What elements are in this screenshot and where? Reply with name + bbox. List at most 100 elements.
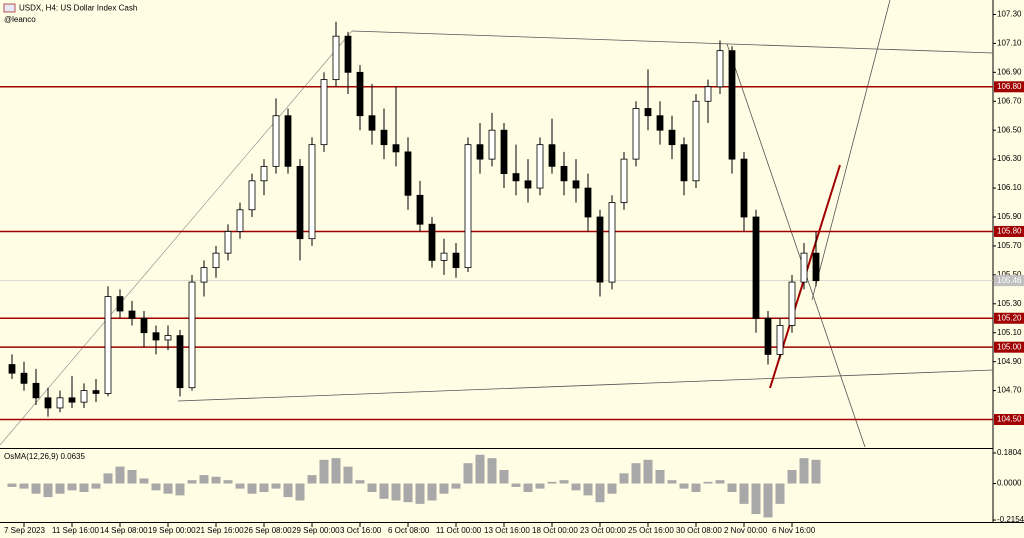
- candle-body: [188, 281, 196, 389]
- candle-body: [92, 390, 100, 394]
- histogram-bar: [499, 469, 509, 484]
- histogram-bar: [775, 483, 785, 504]
- candle-body: [332, 35, 340, 80]
- candle-body: [644, 108, 652, 117]
- histogram-bar: [715, 480, 725, 484]
- histogram-bar: [139, 478, 149, 484]
- candle-body: [536, 144, 544, 189]
- candle-body: [548, 144, 556, 167]
- y-tick-label: 105.30: [997, 299, 1022, 308]
- candle-body: [632, 108, 640, 160]
- price-level-label: 105.20: [997, 313, 1022, 322]
- candle-body: [356, 71, 364, 117]
- histogram-bar: [679, 483, 689, 489]
- candle-body: [260, 165, 268, 182]
- candle-body: [488, 129, 496, 160]
- histogram-bar: [571, 483, 581, 491]
- candle-body: [236, 209, 244, 232]
- candle-body: [500, 129, 508, 174]
- candle-body: [584, 187, 592, 218]
- histogram-bar: [535, 483, 545, 489]
- histogram-bar: [739, 483, 749, 504]
- histogram-bar: [607, 483, 617, 494]
- histogram-bar: [643, 459, 653, 484]
- histogram-bar: [199, 475, 209, 484]
- candle-body: [680, 144, 688, 182]
- histogram-bar: [115, 466, 125, 484]
- histogram-bar: [547, 481, 557, 484]
- price-level-box: [994, 81, 1024, 93]
- x-tick-label: 2 Nov 00:00: [724, 526, 768, 535]
- x-tick-label: 13 Oct 16:00: [484, 526, 530, 535]
- x-tick-label: 30 Oct 08:00: [676, 526, 722, 535]
- x-tick-label: 11 Oct 00:00: [436, 526, 482, 535]
- histogram-bar: [655, 469, 665, 484]
- candle-body: [128, 310, 136, 319]
- histogram-bar: [391, 483, 401, 501]
- last-price-label: 105.46: [997, 276, 1022, 285]
- x-tick-label: 23 Oct 00:00: [580, 526, 626, 535]
- histogram-bar: [475, 454, 485, 484]
- y-tick-label: 106.90: [997, 67, 1022, 76]
- histogram-bar: [523, 483, 533, 493]
- candle-body: [752, 216, 760, 319]
- price-level-box: [994, 414, 1024, 426]
- histogram-bar: [103, 473, 113, 484]
- histogram-bar: [799, 458, 809, 484]
- x-tick-label: 25 Oct 16:00: [628, 526, 674, 535]
- histogram-bar: [487, 458, 497, 484]
- price-level-label: 104.50: [997, 415, 1022, 424]
- histogram-bar: [187, 480, 197, 484]
- x-tick-label: 18 Oct 00:00: [532, 526, 578, 535]
- histogram-bar: [631, 463, 641, 484]
- candle-body: [368, 115, 376, 131]
- histogram-bar: [271, 483, 281, 489]
- trend-line: [0, 30, 353, 446]
- y-tick-label: 104.90: [997, 357, 1022, 366]
- candle-body: [32, 382, 40, 399]
- histogram-bar: [79, 483, 89, 493]
- histogram-bar: [511, 483, 521, 487]
- candle-body: [224, 231, 232, 254]
- y-tick-label: 106.70: [997, 96, 1022, 105]
- histogram-bar: [403, 483, 413, 503]
- candle-body: [308, 144, 316, 240]
- candle-body: [788, 281, 796, 326]
- y-tick-label: 0.1804: [997, 448, 1022, 457]
- candle-body: [452, 252, 460, 269]
- histogram-bar: [307, 475, 317, 484]
- histogram-bar: [295, 483, 305, 501]
- y-tick-label: 105.70: [997, 241, 1022, 250]
- candle-body: [476, 144, 484, 160]
- candle-body: [380, 129, 388, 146]
- histogram-bar: [151, 483, 161, 491]
- candle-body: [656, 115, 664, 131]
- candle-body: [764, 317, 772, 355]
- histogram-bar: [175, 483, 185, 496]
- candle-body: [512, 173, 520, 182]
- candle-body: [140, 317, 148, 334]
- candle-body: [668, 129, 676, 146]
- candle-body: [812, 252, 820, 282]
- histogram-bar: [43, 483, 53, 498]
- histogram-bar: [55, 483, 65, 494]
- candle-body: [272, 115, 280, 167]
- trend-line: [177, 369, 994, 402]
- candle-body: [716, 50, 724, 88]
- candle-body: [320, 79, 328, 146]
- x-tick-label: 21 Sep 16:00: [196, 526, 244, 535]
- histogram-bar: [691, 483, 701, 493]
- candle-body: [572, 180, 580, 189]
- histogram-bar: [259, 483, 269, 493]
- candle-body: [620, 158, 628, 203]
- indicator-title: OsMA(12,26,9) 0.0635: [4, 452, 85, 461]
- histogram-bar: [355, 480, 365, 484]
- price-level-box: [994, 341, 1024, 353]
- histogram-bar: [763, 483, 773, 518]
- candle-body: [20, 372, 28, 384]
- histogram-bar: [415, 483, 425, 504]
- histogram-bar: [283, 483, 293, 498]
- price-level-label: 106.80: [997, 82, 1022, 91]
- histogram-bar: [91, 483, 101, 489]
